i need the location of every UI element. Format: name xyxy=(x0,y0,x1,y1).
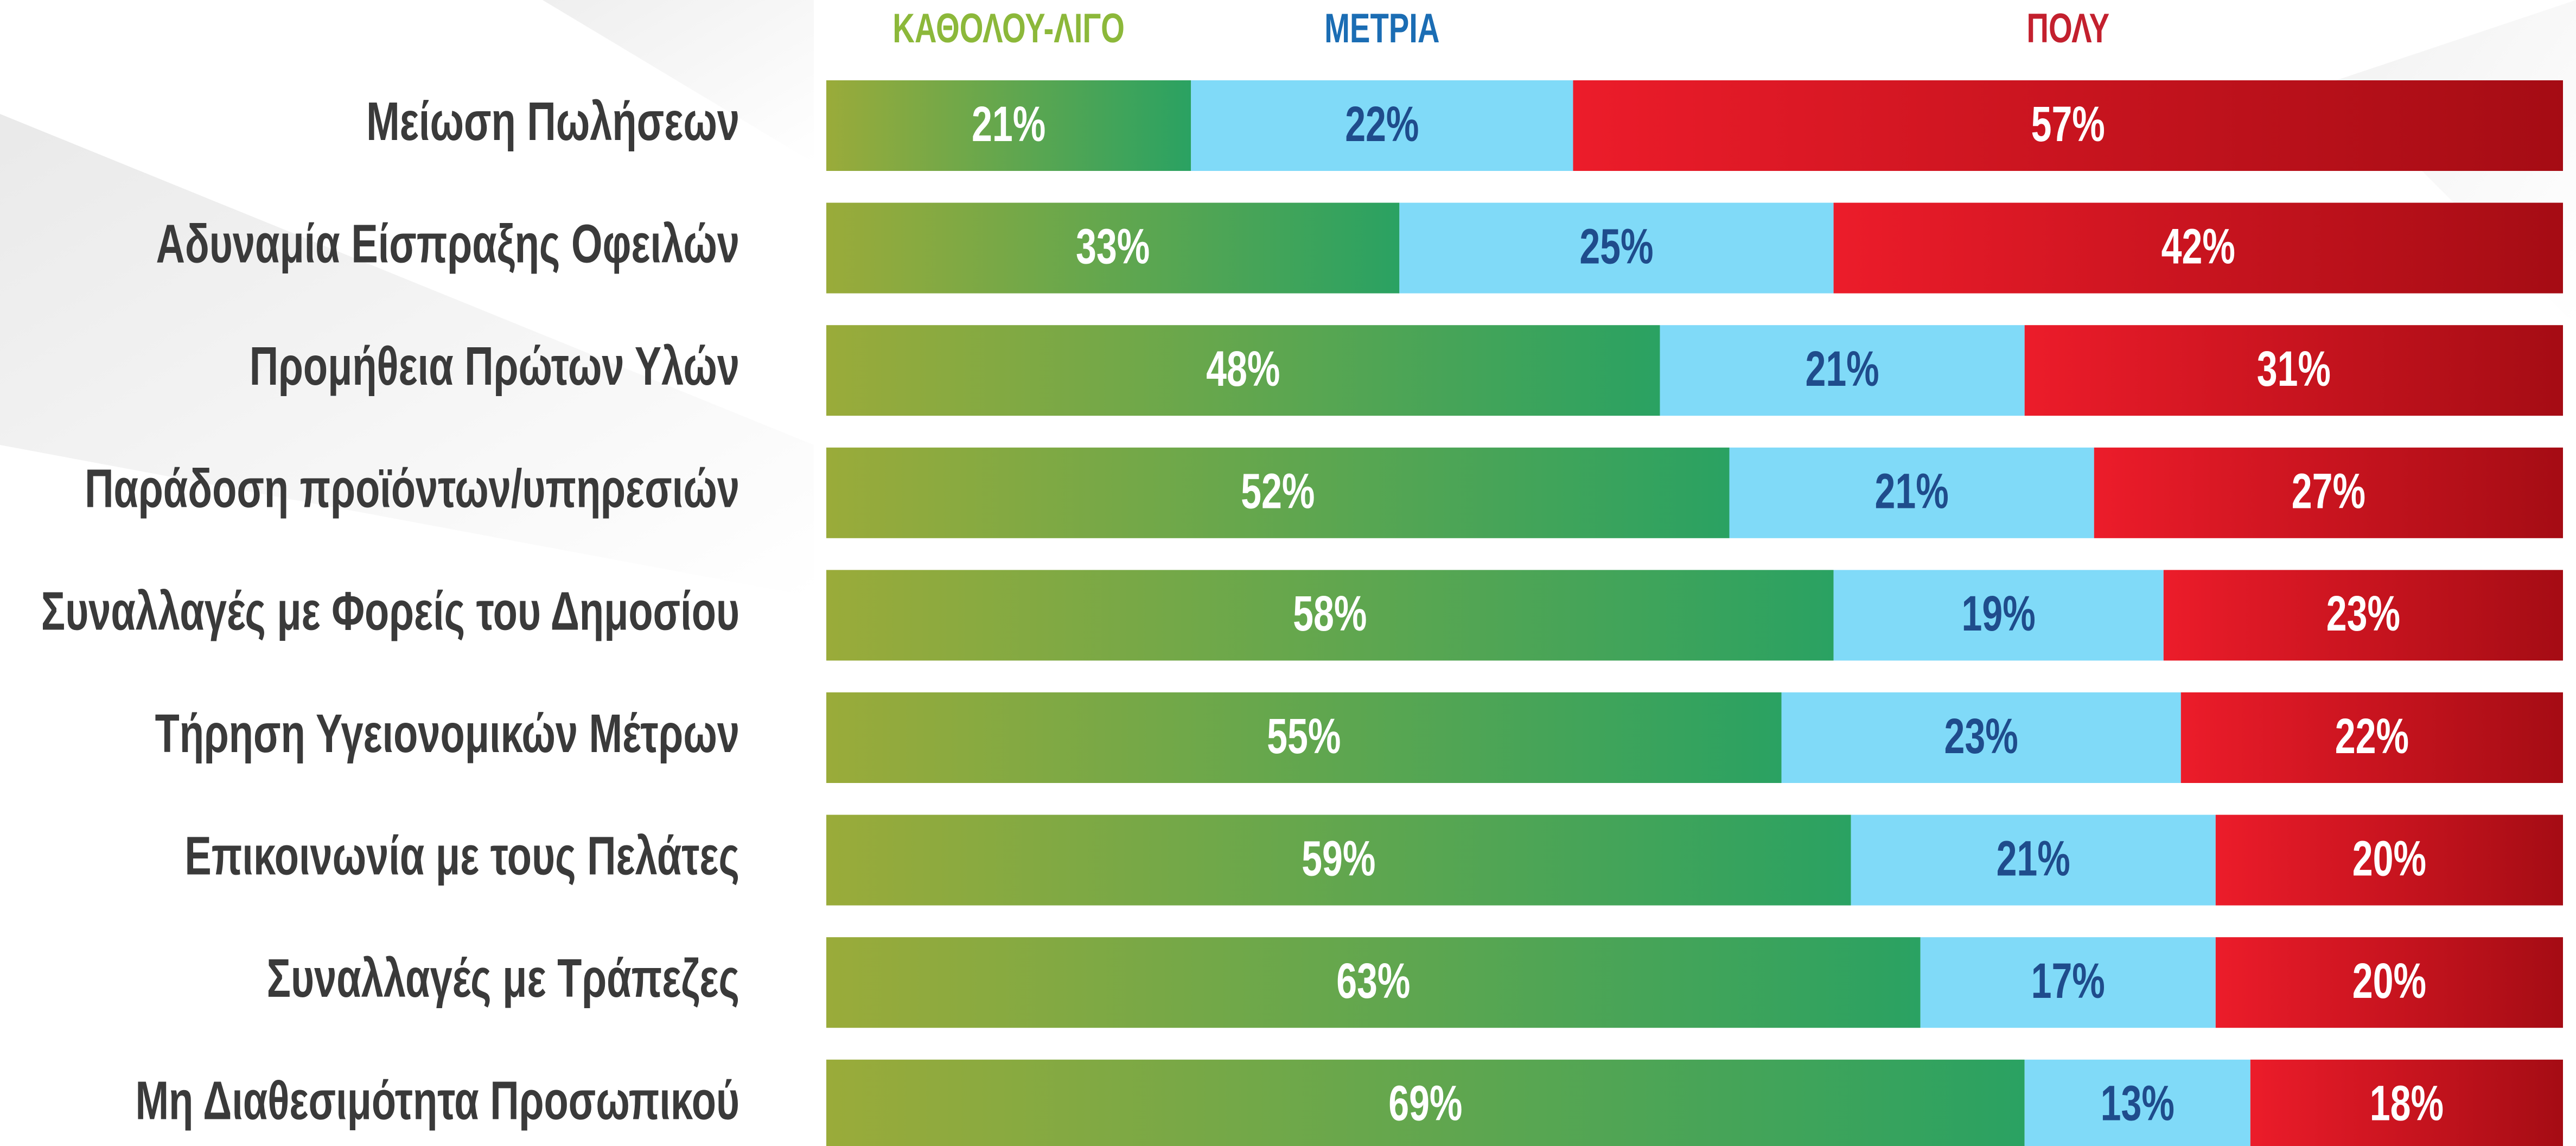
category-label: Μείωση Πωλήσεων xyxy=(366,91,739,152)
bar-segment xyxy=(1920,937,2216,1028)
value-label: 23% xyxy=(1944,709,2018,764)
bar-segment xyxy=(2215,814,2563,906)
value-label: 21% xyxy=(1805,341,1879,397)
value-label: 22% xyxy=(2335,709,2409,764)
bar-segment xyxy=(2180,692,2563,783)
value-label: 27% xyxy=(2292,464,2365,519)
text-layer: Μείωση Πωλήσεων 21% ΚΑΘΟΛΟΥ-ΛΙΓΟ 22% ΜΕΤΡΙΑ 5… xyxy=(41,5,2444,1131)
category-label: Μη Διαθεσιμότητα Προσωπικού xyxy=(136,1070,739,1131)
category-label: Παράδοση προϊόντων/υπηρεσιών xyxy=(85,458,739,519)
background-shape xyxy=(0,114,814,597)
value-label: 69% xyxy=(1388,1076,1462,1131)
bar-segment xyxy=(1781,692,2181,783)
bar-segment xyxy=(2024,1059,2250,1146)
value-label: 42% xyxy=(2161,219,2235,275)
bar-segment xyxy=(1660,325,2025,416)
bar-segment xyxy=(826,570,1834,661)
value-label: 52% xyxy=(1241,464,1315,519)
bar-segment xyxy=(1573,80,2563,171)
value-label: 57% xyxy=(2031,97,2105,152)
bar-segment xyxy=(1833,202,2563,294)
legend-label: ΚΑΘΟΛΟΥ-ΛΙΓΟ xyxy=(892,5,1125,52)
bar-segment xyxy=(1729,447,2094,538)
value-label: 58% xyxy=(1293,586,1367,641)
bar-segment xyxy=(826,1059,2025,1146)
value-label: 20% xyxy=(2352,831,2426,887)
value-label: 18% xyxy=(2370,1076,2444,1131)
bar-segment xyxy=(826,325,1660,416)
bar-segment xyxy=(2094,447,2563,538)
bar-segment xyxy=(1191,80,1573,171)
value-label: 23% xyxy=(2326,586,2400,641)
value-label: 63% xyxy=(1336,953,1410,1009)
bar-segment xyxy=(826,80,1191,171)
value-label: 13% xyxy=(2101,1076,2175,1131)
bar-segment xyxy=(2163,570,2563,661)
value-label: 17% xyxy=(2031,953,2105,1009)
value-label: 21% xyxy=(972,97,1045,152)
category-label: Προμήθεια Πρώτων Υλών xyxy=(250,335,739,397)
value-label: 55% xyxy=(1267,709,1341,764)
category-label: Συναλλαγές με Τράπεζες xyxy=(267,947,739,1009)
category-label: Τήρηση Υγειονομικών Μέτρων xyxy=(155,703,739,764)
value-label: 25% xyxy=(1579,219,1653,275)
bar-segment xyxy=(1851,814,2216,906)
bar-segment xyxy=(826,937,1921,1028)
value-label: 19% xyxy=(1962,586,2036,641)
value-label: 22% xyxy=(1345,97,1419,152)
legend-label: ΜΕΤΡΙΑ xyxy=(1324,5,1439,52)
bar-segment xyxy=(2024,325,2563,416)
bar-segment xyxy=(2250,1059,2563,1146)
category-label: Αδυναμία Είσπραξης Οφειλών xyxy=(156,213,739,275)
value-label: 48% xyxy=(1206,341,1280,397)
category-label: Συναλλαγές με Φορείς του Δημοσίου xyxy=(41,580,739,641)
category-label: Επικοινωνία με τους Πελάτες xyxy=(184,825,739,887)
value-label: 21% xyxy=(1875,464,1949,519)
value-label: 20% xyxy=(2352,953,2426,1009)
value-label: 21% xyxy=(1997,831,2070,887)
bar-segment xyxy=(826,447,1730,538)
value-label: 59% xyxy=(1302,831,1375,887)
value-label: 31% xyxy=(2257,341,2331,397)
bar-segment xyxy=(826,692,1782,783)
bar-segment xyxy=(2215,937,2563,1028)
bar-segment xyxy=(1399,202,1834,294)
background-shape xyxy=(543,0,814,163)
bar-segment xyxy=(826,814,1851,906)
bar-segment xyxy=(1833,570,2164,661)
bar-segment xyxy=(826,202,1400,294)
legend-label: ΠΟΛΥ xyxy=(2026,5,2109,52)
value-label: 33% xyxy=(1076,219,1150,275)
